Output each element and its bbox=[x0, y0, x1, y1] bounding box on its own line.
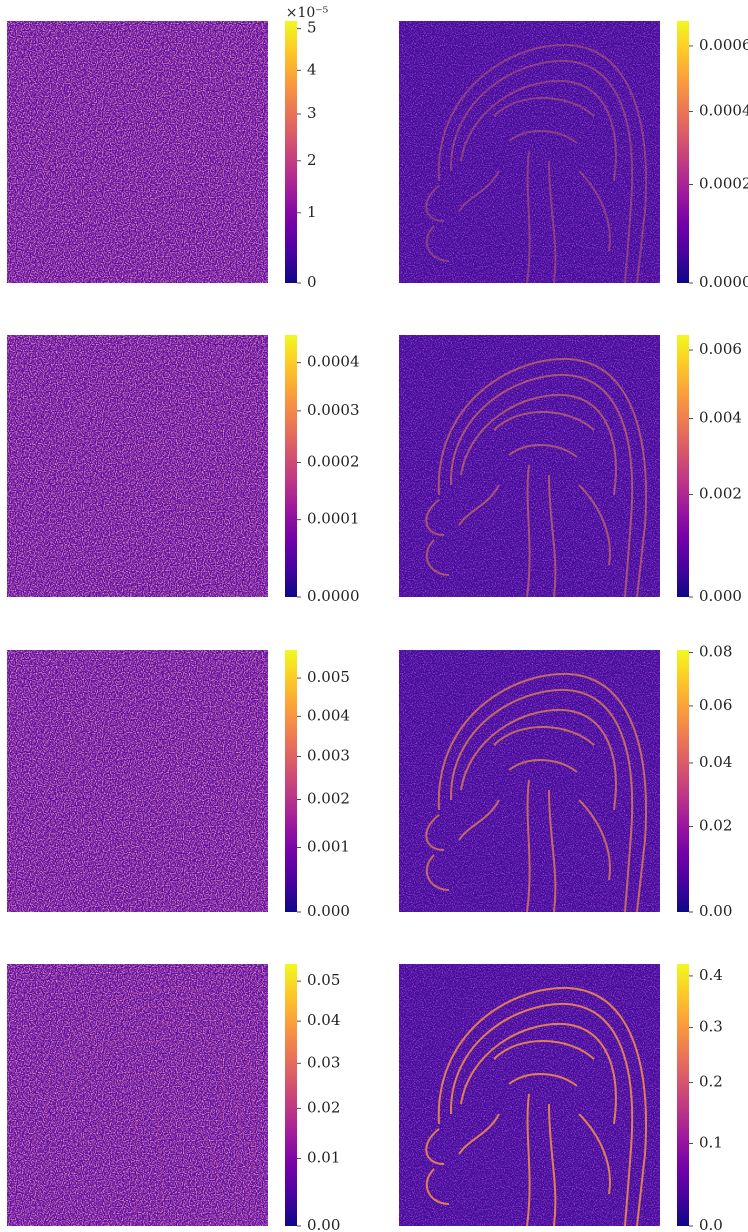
colorbar-tick-label: 0.000 bbox=[699, 587, 742, 605]
colorbar-tick-label: 0.001 bbox=[307, 837, 350, 855]
colorbar-tick-label: 0.002 bbox=[307, 790, 350, 808]
colorbar-tick-label: 0.002 bbox=[699, 484, 742, 502]
colorbar-tick-label: 0.06 bbox=[699, 696, 732, 714]
colorbar-tick-label: 0.0002 bbox=[307, 452, 360, 470]
colorbar bbox=[285, 335, 297, 597]
colorbar-tick-label: 0.1 bbox=[699, 1134, 723, 1152]
colorbar-tick-label: 0.005 bbox=[307, 668, 350, 686]
colorbar-tick-label: 0.02 bbox=[699, 816, 732, 834]
colorbar bbox=[677, 964, 689, 1226]
colorbar-tick-label: 0.004 bbox=[307, 706, 350, 724]
colorbar-tick-label: 0.004 bbox=[699, 408, 742, 426]
colorbar-tick-label: 0 bbox=[307, 273, 317, 291]
heatmap-image bbox=[399, 21, 660, 283]
colorbar bbox=[285, 964, 297, 1226]
colorbar-tick-label: 0.006 bbox=[699, 340, 742, 358]
colorbar-tick-label: 0.04 bbox=[699, 753, 732, 771]
colorbar-tick-label: 0.000 bbox=[307, 902, 350, 920]
colorbar-tick-label: 0.08 bbox=[699, 643, 732, 661]
colorbar-tick-label: 2 bbox=[307, 151, 317, 169]
figure: 012345×10⁻⁵0.00000.00020.00040.00060.000… bbox=[0, 0, 748, 1232]
colorbar-tick-label: 5 bbox=[307, 19, 317, 37]
colorbar bbox=[677, 21, 689, 283]
colorbar-tick-label: 3 bbox=[307, 104, 317, 122]
colorbar-tick-label: 0.0002 bbox=[699, 175, 748, 193]
colorbar-tick-label: 0.01 bbox=[307, 1148, 340, 1166]
colorbar-tick-label: 0.0000 bbox=[307, 587, 360, 605]
colorbar-tick-label: 0.05 bbox=[307, 971, 340, 989]
colorbar-tick-label: 0.0004 bbox=[699, 102, 748, 120]
colorbar-tick-label: 0.00 bbox=[699, 902, 732, 920]
colorbar-tick-label: 4 bbox=[307, 60, 317, 78]
colorbar-tick-label: 0.0001 bbox=[307, 510, 360, 528]
heatmap-image bbox=[399, 650, 660, 912]
heatmap-image bbox=[7, 650, 268, 912]
colorbar bbox=[677, 335, 689, 597]
colorbar-tick-label: 0.0000 bbox=[699, 273, 748, 291]
colorbar-tick-label: 0.2 bbox=[699, 1072, 723, 1090]
colorbar bbox=[677, 650, 689, 912]
colorbar-tick-label: 1 bbox=[307, 203, 317, 221]
colorbar bbox=[285, 21, 297, 283]
colorbar-tick-label: 0.4 bbox=[699, 966, 723, 984]
colorbar-tick-label: 0.0 bbox=[699, 1216, 723, 1232]
heatmap-image bbox=[7, 335, 268, 597]
heatmap-image bbox=[399, 335, 660, 597]
colorbar-tick-label: 0.04 bbox=[307, 1011, 340, 1029]
colorbar-tick-label: 0.02 bbox=[307, 1098, 340, 1116]
colorbar-tick-label: 0.0006 bbox=[699, 36, 748, 54]
heatmap-image bbox=[7, 21, 268, 283]
colorbar-tick-label: 0.00 bbox=[307, 1216, 340, 1232]
colorbar-tick-label: 0.0004 bbox=[307, 353, 360, 371]
heatmap-image bbox=[399, 964, 660, 1226]
colorbar bbox=[285, 650, 297, 912]
colorbar-offset-label: ×10⁻⁵ bbox=[286, 5, 329, 21]
colorbar-tick-label: 0.0003 bbox=[307, 401, 360, 419]
heatmap-image bbox=[7, 964, 268, 1226]
colorbar-tick-label: 0.003 bbox=[307, 747, 350, 765]
colorbar-tick-label: 0.03 bbox=[307, 1053, 340, 1071]
colorbar-tick-label: 0.3 bbox=[699, 1017, 723, 1035]
